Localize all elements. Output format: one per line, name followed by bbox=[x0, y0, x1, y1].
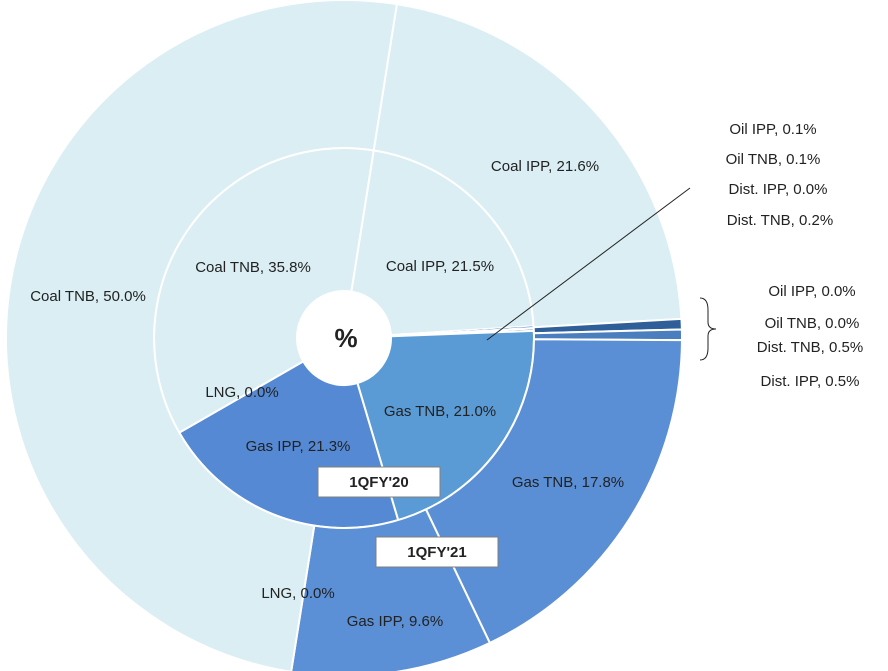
data-label: Oil IPP, 0.1% bbox=[729, 121, 816, 138]
series-box bbox=[375, 536, 499, 568]
series-name: 1QFY'20 bbox=[349, 474, 408, 491]
data-label: LNG, 0.0% bbox=[205, 384, 278, 401]
data-label: Dist. TNB, 0.2% bbox=[727, 212, 833, 229]
bracket bbox=[699, 297, 717, 361]
data-label: Oil TNB, 0.1% bbox=[726, 151, 821, 168]
data-label: Gas TNB, 21.0% bbox=[384, 403, 496, 420]
labels: Coal IPP, 21.5% Oil IPP, 0.1% Oil TNB, 0.1… bbox=[30, 121, 863, 630]
leader-line bbox=[486, 187, 691, 341]
data-label: LNG, 0.0% bbox=[261, 585, 334, 602]
series-box bbox=[317, 466, 441, 498]
data-label: Dist. IPP, 0.0% bbox=[729, 181, 828, 198]
data-label: Coal TNB, 50.0% bbox=[30, 288, 146, 305]
data-label: Oil IPP, 0.0% bbox=[768, 283, 855, 300]
data-label: Gas IPP, 9.6% bbox=[347, 613, 443, 630]
slice bbox=[5, 0, 399, 671]
data-label: Oil TNB, 0.0% bbox=[765, 315, 860, 332]
data-label: Dist. TNB, 0.5% bbox=[757, 339, 863, 356]
center-label: % bbox=[334, 323, 357, 353]
rings bbox=[5, 0, 683, 671]
data-label: Coal IPP, 21.5% bbox=[386, 258, 494, 275]
data-label: Dist. IPP, 0.5% bbox=[761, 373, 860, 390]
series-name: 1QFY'21 bbox=[407, 544, 466, 561]
data-label: Coal IPP, 21.6% bbox=[491, 158, 599, 175]
data-label: Coal TNB, 35.8% bbox=[195, 259, 311, 276]
slice bbox=[372, 3, 683, 329]
data-label: Gas TNB, 17.8% bbox=[512, 474, 624, 491]
data-label: Gas IPP, 21.3% bbox=[246, 438, 351, 455]
